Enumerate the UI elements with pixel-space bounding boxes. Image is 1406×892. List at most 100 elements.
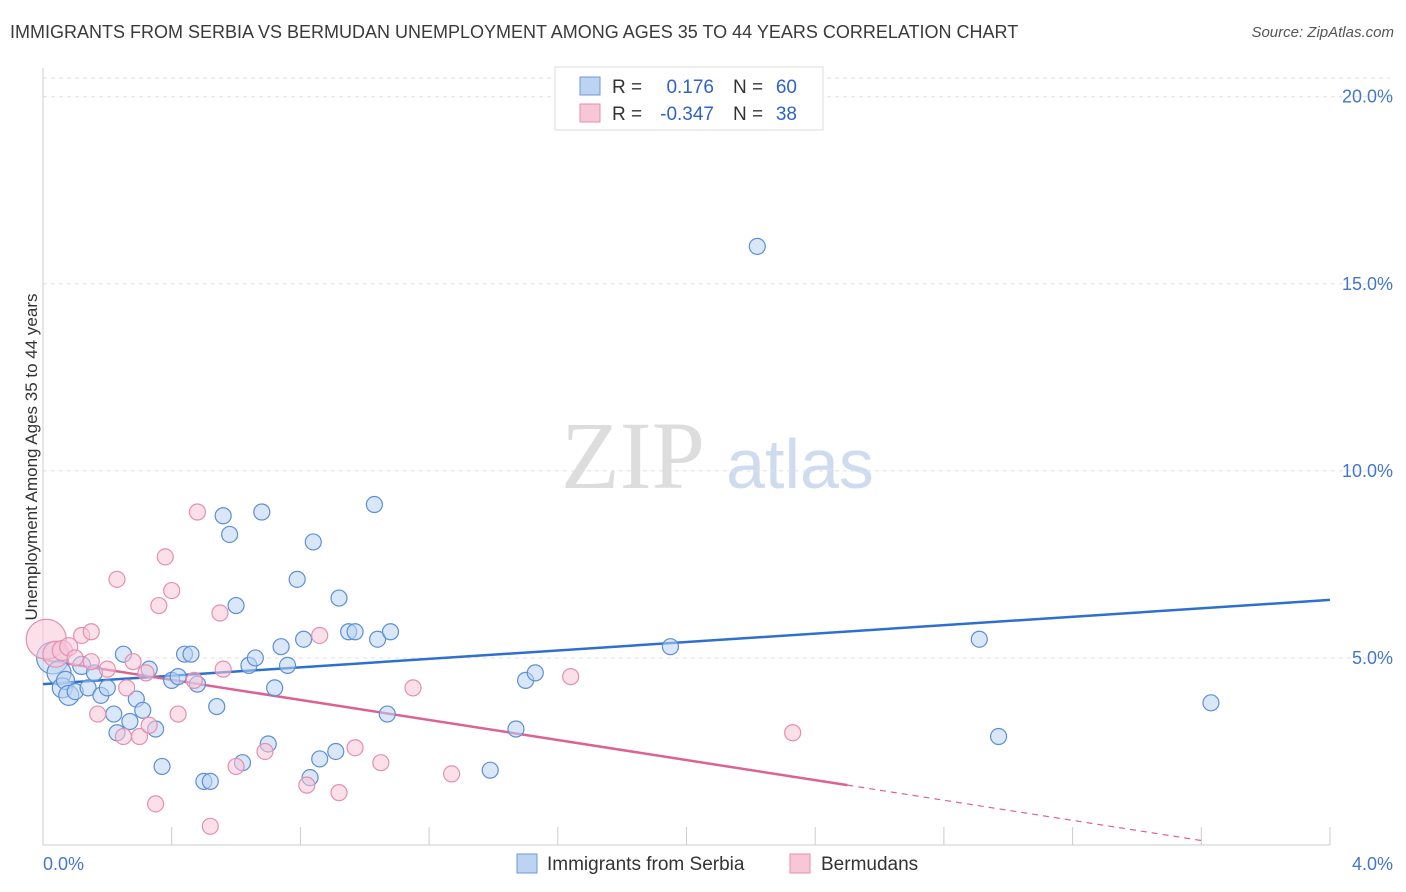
point-serbia-57: [748, 237, 766, 255]
point-bermudans-17: [147, 795, 165, 813]
point-serbia-49: [365, 495, 384, 514]
point-bermudans-26: [214, 660, 232, 678]
point-serbia-37: [272, 638, 290, 656]
point-bermudans-29: [298, 776, 316, 794]
point-bermudans-9: [98, 660, 116, 678]
trend-line-bermudans-extension: [847, 784, 1202, 842]
point-serbia-53: [507, 720, 525, 738]
point-serbia-40: [295, 630, 313, 648]
point-serbia-28: [214, 507, 232, 525]
point-bermudans-33: [372, 754, 390, 772]
point-bermudans-22: [185, 671, 203, 689]
point-serbia-43: [311, 750, 329, 768]
scatter-points: [25, 237, 1220, 835]
point-bermudans-8: [89, 705, 107, 723]
point-serbia-59: [989, 727, 1008, 746]
point-serbia-16: [134, 701, 152, 719]
point-serbia-27: [208, 697, 226, 716]
point-serbia-14: [121, 712, 139, 731]
point-bermudans-25: [211, 604, 229, 622]
trend-line-serbia: [42, 598, 1331, 686]
point-bermudans-12: [118, 679, 136, 697]
point-serbia-52: [481, 761, 499, 779]
point-serbia-23: [182, 645, 200, 663]
point-serbia-19: [153, 757, 171, 776]
y-tick-label-20: 20.0%: [1342, 87, 1393, 107]
point-bermudans-31: [330, 784, 348, 802]
point-serbia-7: [79, 679, 97, 697]
point-bermudans-37: [784, 724, 802, 742]
point-bermudans-35: [443, 765, 461, 783]
point-serbia-60: [1202, 694, 1220, 712]
point-serbia-50: [378, 705, 396, 723]
point-bermudans-32: [346, 739, 364, 757]
point-serbia-58: [970, 630, 988, 648]
point-bermudans-30: [311, 626, 329, 645]
legend-box: R = 0.176 N = 60 R = -0.347 N = 38: [554, 66, 824, 131]
point-serbia-44: [327, 742, 345, 761]
y-tick-label-15: 15.0%: [1342, 274, 1393, 294]
bottom-legend: Immigrants from Serbia Bermudans: [516, 853, 918, 875]
point-serbia-26: [201, 772, 219, 790]
point-bermudans-13: [124, 653, 142, 671]
gridlines: [43, 77, 1390, 659]
point-serbia-33: [246, 649, 264, 667]
point-bermudans-7: [82, 623, 100, 641]
point-bermudans-4: [66, 649, 84, 667]
point-serbia-29: [221, 525, 239, 544]
point-bermudans-11: [114, 727, 133, 746]
point-serbia-47: [346, 623, 364, 641]
legend-n-label-bermudans: N =: [733, 104, 763, 125]
trend-lines: [42, 598, 1331, 842]
point-bermudans-19: [156, 548, 174, 566]
y-tick-label-5: 5.0%: [1352, 648, 1393, 668]
legend-r-value-serbia: 0.176: [666, 77, 714, 98]
point-serbia-10: [98, 679, 116, 697]
point-serbia-39: [288, 570, 306, 588]
legend-r-label-serbia: R =: [612, 77, 642, 98]
point-serbia-51: [381, 623, 400, 641]
point-bermudans-36: [562, 668, 580, 686]
point-bermudans-27: [227, 757, 245, 776]
watermark-zip: ZIP: [561, 402, 705, 509]
axes: 5.0% 10.0% 15.0% 20.0%: [42, 68, 1393, 846]
point-bermudans-6: [82, 653, 100, 671]
point-bermudans-21: [169, 705, 187, 723]
point-bermudans-14: [130, 727, 149, 746]
x-tick-label-min: 0.0%: [43, 854, 84, 874]
point-bermudans-34: [404, 679, 422, 697]
point-bermudans-18: [150, 596, 168, 615]
y-tick-label-10: 10.0%: [1342, 461, 1393, 481]
point-serbia-21: [169, 668, 187, 686]
bottom-legend-label-serbia: Immigrants from Serbia: [547, 854, 745, 875]
legend-swatch-serbia: [579, 76, 601, 96]
point-bermudans-23: [188, 503, 207, 521]
watermark-atlas: atlas: [726, 425, 874, 503]
legend-r-label-bermudans: R =: [612, 104, 642, 125]
point-serbia-36: [266, 679, 284, 697]
point-serbia-42: [304, 533, 322, 551]
point-serbia-55: [526, 664, 544, 682]
y-axis-title: Unemployment Among Ages 35 to 44 years: [22, 294, 41, 621]
legend-swatch-bermudans: [579, 103, 601, 123]
legend-n-label-serbia: N =: [733, 77, 763, 98]
point-bermudans-24: [201, 817, 219, 835]
point-bermudans-16: [140, 716, 158, 734]
legend-r-value-bermudans: -0.347: [660, 104, 714, 125]
legend-n-value-serbia: 60: [776, 77, 797, 98]
bottom-legend-swatch-serbia: [516, 853, 538, 874]
point-serbia-38: [278, 656, 297, 675]
legend-n-value-bermudans: 38: [776, 104, 797, 125]
source-credit: Source: ZipAtlas.com: [1251, 24, 1394, 41]
point-serbia-45: [330, 589, 348, 607]
bottom-legend-swatch-bermudans: [789, 853, 811, 874]
point-serbia-34: [253, 503, 271, 521]
point-serbia-30: [227, 596, 245, 615]
point-bermudans-20: [163, 581, 181, 600]
point-bermudans-10: [108, 570, 126, 588]
point-bermudans-15: [137, 664, 155, 682]
x-tick-label-max: 4.0%: [1352, 854, 1393, 874]
chart-title: IMMIGRANTS FROM SERBIA VS BERMUDAN UNEMP…: [10, 22, 1019, 42]
point-bermudans-28: [256, 742, 274, 761]
